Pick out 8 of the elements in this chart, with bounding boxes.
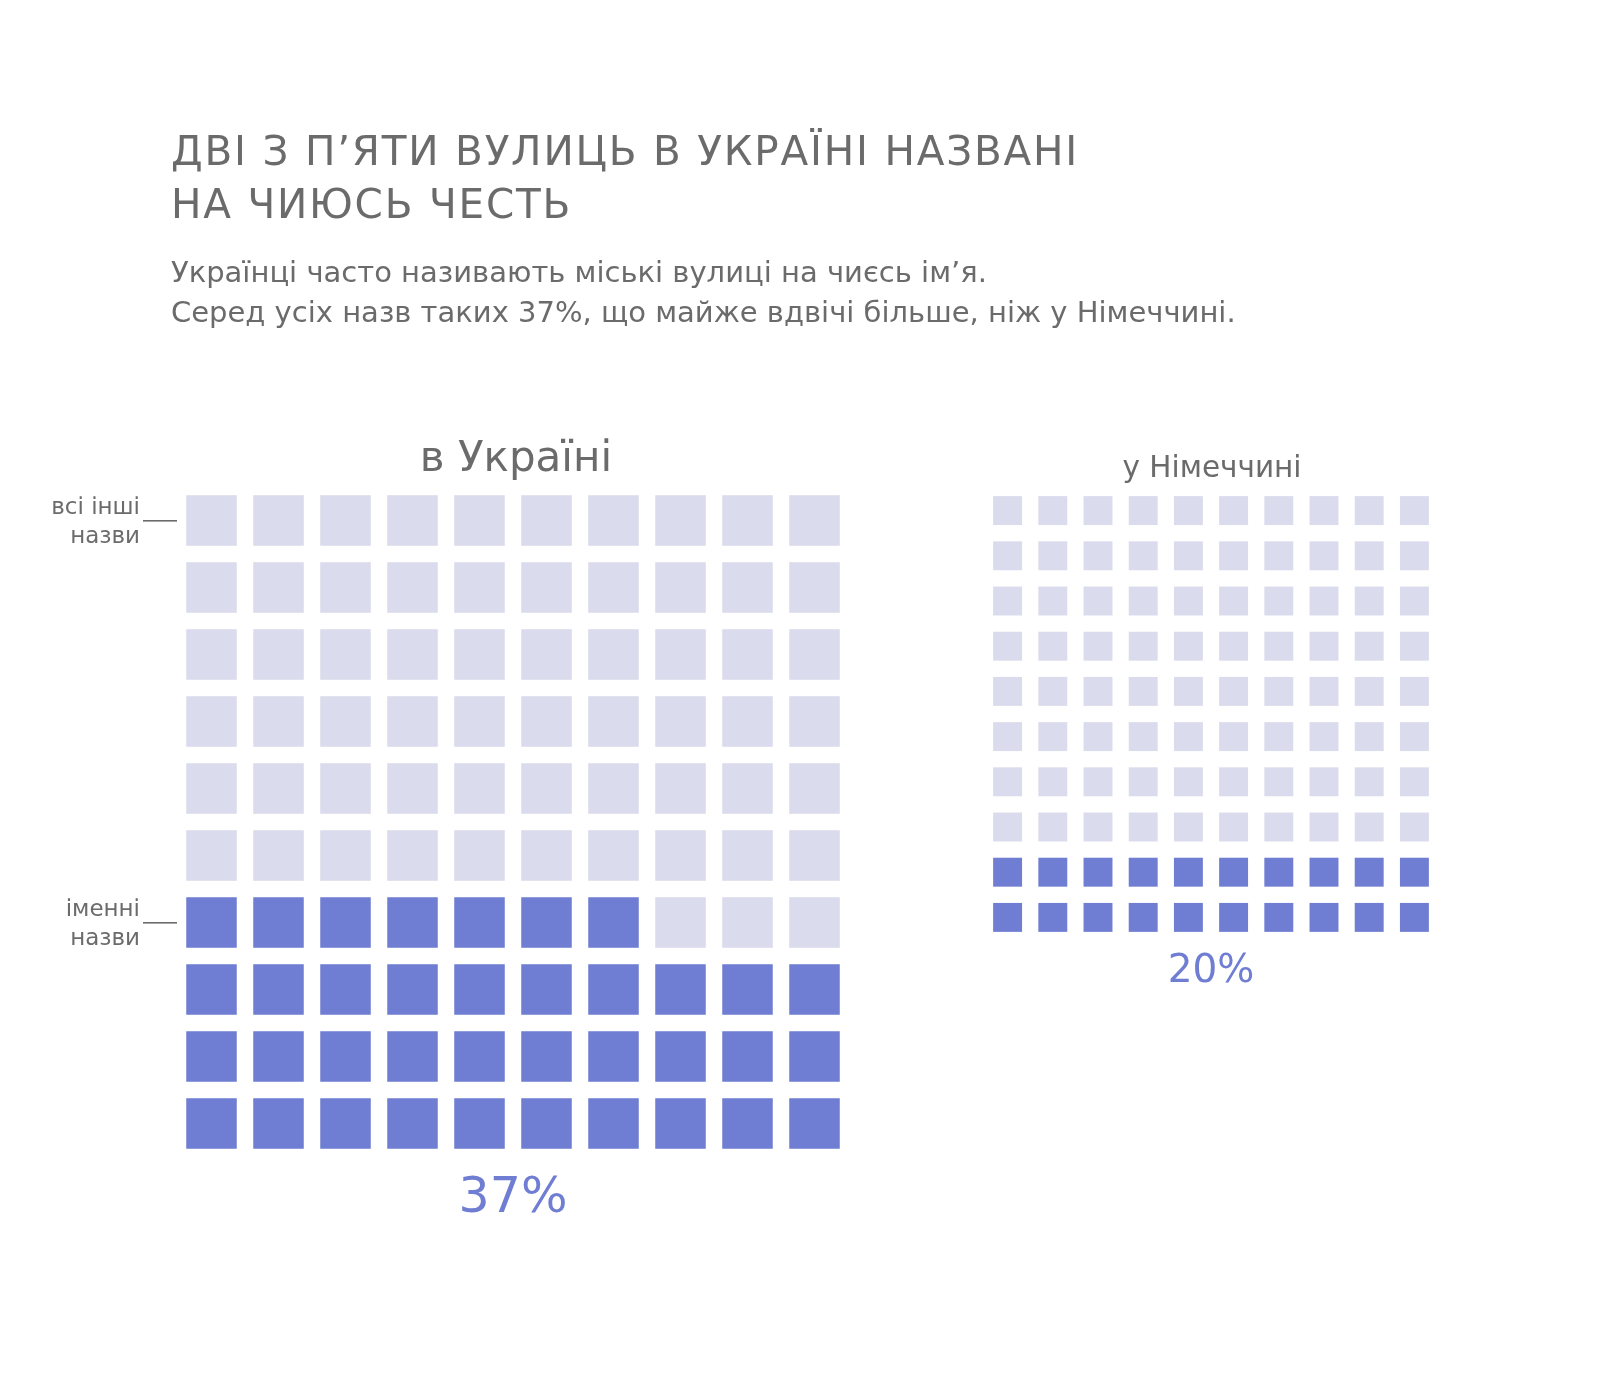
text: у Німеччині <box>1121 450 1303 486</box>
text: Українці часто називають міські вулиці на чиєсь ім’я. Серед усіх назв таких 37%, що майже вдвічі більше, ніж у Німеччині. <box>171 253 1236 331</box>
category-label: іменні назви <box>64 893 140 952</box>
category-label: всі інші назви <box>50 491 140 550</box>
data-label: 20% <box>1167 946 1255 993</box>
text: в Україні <box>418 432 614 483</box>
text: ДВІ З П’ЯТИ ВУЛИЦЬ В УКРАЇНІ НАЗВАНІ НА ЧИЮСЬ ЧЕСТЬ <box>171 126 1080 231</box>
data-label: 37% <box>458 1166 568 1226</box>
